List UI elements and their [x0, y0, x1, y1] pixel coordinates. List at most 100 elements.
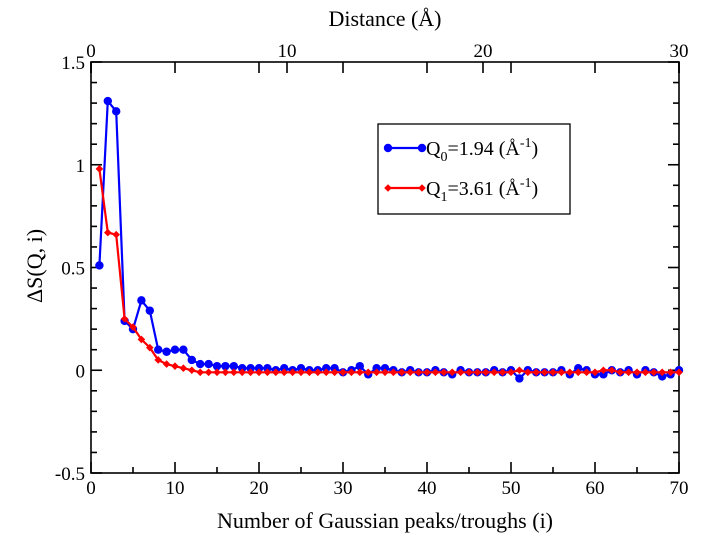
data-point-series-0	[296, 363, 306, 373]
data-point-series-0	[254, 363, 264, 373]
data-point-series-1	[280, 368, 288, 377]
data-point-series-1	[322, 368, 330, 377]
data-point-series-1	[339, 368, 347, 377]
data-point-series-0	[154, 345, 163, 354]
x2-tick-label: 20	[474, 41, 493, 62]
x-tick-label: 0	[86, 478, 96, 499]
x-tick-label: 10	[166, 478, 185, 499]
data-point-series-0	[355, 361, 364, 371]
data-point-series-1	[675, 368, 683, 377]
data-point-series-0	[246, 363, 255, 373]
data-point-series-1	[624, 368, 633, 377]
data-point-series-1	[440, 368, 448, 377]
data-point-series-0	[112, 107, 121, 116]
series-line-0	[98, 98, 680, 381]
data-point-series-1	[356, 368, 364, 377]
x-tick-label: 20	[250, 478, 269, 499]
data-point-series-0	[95, 261, 104, 270]
x-tick-label: 70	[670, 478, 689, 499]
data-point-series-1	[540, 368, 549, 377]
legend-marker-0	[383, 143, 393, 153]
data-point-series-0	[515, 374, 524, 383]
data-point-series-0	[162, 347, 171, 356]
data-point-series-1	[330, 368, 339, 377]
data-point-series-1	[666, 368, 675, 377]
data-point-series-0	[212, 361, 222, 371]
data-point-series-1	[498, 368, 507, 377]
data-point-series-1	[372, 368, 381, 377]
data-point-series-0	[658, 372, 667, 381]
data-point-series-1	[650, 368, 658, 377]
data-point-series-1	[347, 368, 356, 377]
data-point-series-1	[507, 368, 515, 377]
y-tick-label: -0.5	[55, 464, 85, 485]
data-point-series-1	[608, 366, 616, 375]
data-point-series-0	[103, 96, 113, 106]
data-point-series-1	[633, 368, 641, 377]
x2-tick-label: 10	[278, 41, 297, 62]
y-tick-label: 1.5	[61, 53, 85, 74]
data-point-series-1	[213, 368, 221, 377]
y-tick-label: 0.5	[61, 259, 85, 280]
data-point-series-1	[566, 368, 574, 377]
data-point-series-1	[255, 368, 263, 377]
data-point-series-0	[179, 345, 188, 354]
data-point-series-1	[129, 323, 137, 331]
y-tick-label: 1	[76, 156, 86, 177]
data-point-series-1	[297, 368, 305, 377]
data-point-series-1	[154, 356, 162, 364]
data-point-series-1	[272, 368, 280, 377]
data-point-series-1	[95, 165, 104, 173]
data-point-series-1	[146, 343, 154, 352]
x2-tick-label: 30	[670, 41, 689, 62]
x2-tick-label: 0	[86, 41, 96, 62]
data-point-series-0	[574, 363, 583, 373]
data-point-series-1	[221, 368, 230, 377]
data-point-series-1	[288, 368, 297, 377]
data-point-series-1	[448, 368, 456, 377]
data-point-series-1	[414, 368, 423, 377]
data-point-series-1	[230, 368, 238, 377]
data-point-series-1	[238, 368, 246, 377]
data-point-series-0	[221, 361, 230, 371]
data-point-series-1	[305, 368, 314, 377]
data-point-series-0	[204, 359, 213, 369]
bottom-axis-title: Number of Gaussian peaks/troughs (i)	[217, 508, 553, 533]
data-point-series-1	[196, 368, 204, 377]
data-point-series-0	[380, 363, 390, 373]
data-point-series-1	[112, 230, 120, 239]
data-point-series-1	[204, 368, 213, 377]
data-point-series-1	[423, 368, 431, 377]
data-point-series-1	[389, 368, 398, 377]
data-point-series-1	[574, 368, 582, 377]
data-point-series-1	[246, 368, 255, 377]
data-point-series-1	[658, 368, 666, 377]
data-point-series-1	[431, 368, 440, 377]
data-point-series-1	[582, 368, 591, 377]
legend-label-0: Q0=1.94 (Å-1)	[426, 136, 538, 165]
legend-marker-1	[384, 184, 392, 192]
data-point-series-1	[482, 368, 490, 377]
data-point-series-1	[162, 360, 171, 368]
data-point-series-1	[314, 368, 322, 377]
legend-label-1: Q1=3.61 (Å-1)	[426, 176, 538, 205]
data-point-series-1	[456, 368, 465, 377]
legend: Q0=1.94 (Å-1) Q1=3.61 (Å-1)	[377, 123, 571, 215]
data-point-series-0	[170, 345, 180, 354]
data-point-series-1	[616, 368, 624, 377]
y-axis-title: ΔS(Q, i)	[22, 229, 47, 303]
legend-marker-1	[418, 184, 426, 192]
data-point-series-1	[524, 368, 532, 377]
data-point-series-0	[229, 361, 238, 371]
data-point-series-0	[145, 306, 154, 315]
x-tick-label: 30	[334, 478, 353, 499]
data-point-series-1	[104, 228, 112, 237]
data-point-series-1	[599, 366, 608, 375]
top-axis-title: Distance (Å)	[328, 6, 441, 31]
data-point-series-1	[364, 368, 372, 377]
data-point-series-1	[532, 368, 540, 377]
data-point-series-0	[599, 370, 608, 379]
data-point-series-1	[171, 362, 179, 370]
data-point-series-0	[263, 363, 272, 373]
y-tick-label: 0	[76, 361, 86, 382]
